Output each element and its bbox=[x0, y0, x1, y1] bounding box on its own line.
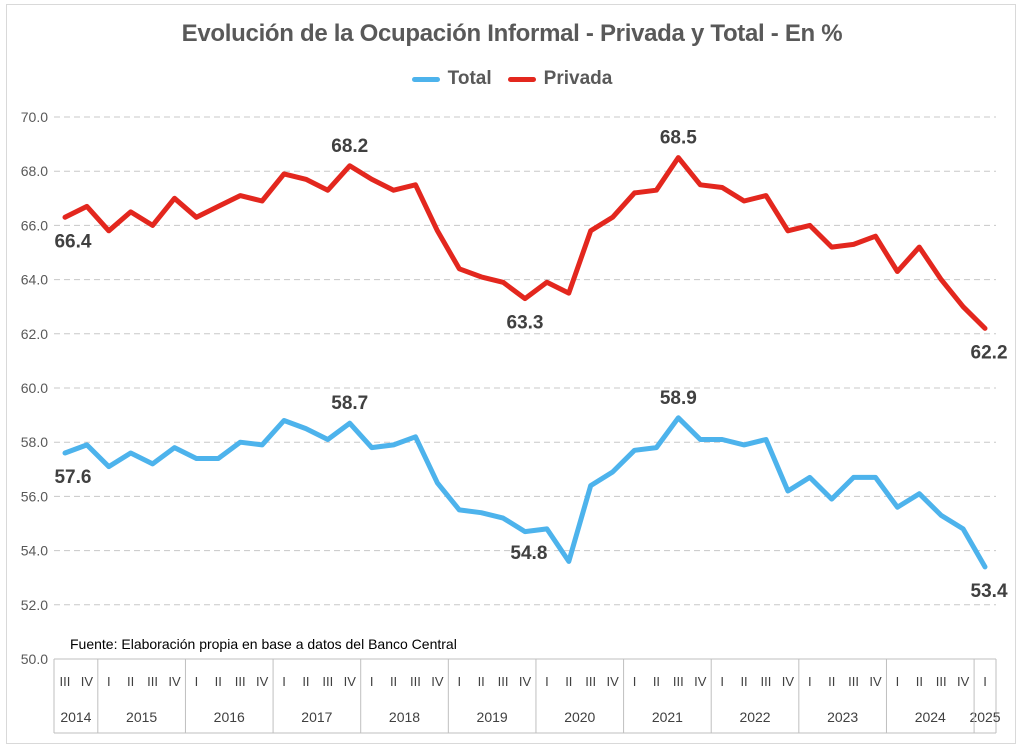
year-label: 2021 bbox=[652, 709, 683, 725]
y-tick-label: 50.0 bbox=[21, 651, 48, 667]
x-tick-label: II bbox=[740, 674, 747, 689]
data-label: 68.2 bbox=[331, 136, 368, 157]
data-label: 58.7 bbox=[331, 393, 368, 414]
legend-item-total: Total bbox=[411, 68, 492, 90]
x-tick-label: IV bbox=[606, 674, 619, 689]
year-label: 2014 bbox=[60, 709, 91, 725]
x-tick-label: III bbox=[936, 674, 947, 689]
x-tick-label: II bbox=[565, 674, 572, 689]
x-tick-label: IV bbox=[519, 674, 532, 689]
x-tick-label: IV bbox=[256, 674, 269, 689]
legend: Total Privada bbox=[0, 68, 1024, 90]
x-tick-label: III bbox=[147, 674, 158, 689]
year-label: 2020 bbox=[564, 709, 595, 725]
year-label: 2025 bbox=[969, 709, 1000, 725]
legend-label-total: Total bbox=[447, 68, 492, 89]
x-tick-label: I bbox=[633, 674, 637, 689]
x-tick-label: I bbox=[808, 674, 812, 689]
x-tick-label: IV bbox=[431, 674, 444, 689]
year-label: 2022 bbox=[739, 709, 770, 725]
y-tick-label: 54.0 bbox=[21, 543, 48, 559]
year-label: 2023 bbox=[827, 709, 858, 725]
year-label: 2016 bbox=[214, 709, 245, 725]
legend-swatch-privada bbox=[507, 76, 536, 82]
x-tick-label: IV bbox=[782, 674, 795, 689]
x-tick-label: III bbox=[498, 674, 509, 689]
legend-item-privada: Privada bbox=[507, 68, 613, 90]
x-tick-label: I bbox=[195, 674, 199, 689]
x-tick-label: II bbox=[390, 674, 397, 689]
y-tick-label: 66.0 bbox=[21, 217, 48, 233]
x-tick-label: I bbox=[983, 674, 987, 689]
data-label: 63.3 bbox=[507, 313, 544, 334]
legend-label-privada: Privada bbox=[543, 68, 613, 89]
x-tick-label: II bbox=[653, 674, 660, 689]
series-line-privada bbox=[62, 155, 988, 331]
x-tick-label: IV bbox=[168, 674, 181, 689]
x-tick-label: II bbox=[127, 674, 134, 689]
data-label: 68.5 bbox=[660, 128, 697, 149]
x-tick-label: III bbox=[235, 674, 246, 689]
x-tick-label: IV bbox=[869, 674, 882, 689]
data-label: 58.9 bbox=[660, 388, 697, 409]
x-tick-label: I bbox=[545, 674, 549, 689]
x-tick-label: III bbox=[673, 674, 684, 689]
x-tick-label: II bbox=[302, 674, 309, 689]
x-tick-label: I bbox=[370, 674, 374, 689]
x-tick-label: II bbox=[916, 674, 923, 689]
chart-title: Evolución de la Ocupación Informal - Pri… bbox=[181, 20, 843, 47]
x-tick-label: IV bbox=[957, 674, 970, 689]
y-tick-label: 70.0 bbox=[21, 109, 48, 125]
data-label: 53.4 bbox=[971, 581, 1008, 602]
x-tick-label: IV bbox=[344, 674, 357, 689]
x-tick-label: II bbox=[828, 674, 835, 689]
x-tick-label: I bbox=[457, 674, 461, 689]
chart-frame bbox=[6, 4, 1016, 744]
year-label: 2018 bbox=[389, 709, 420, 725]
year-label: 2019 bbox=[477, 709, 508, 725]
source-note: Fuente: Elaboración propia en base a dat… bbox=[70, 636, 457, 652]
legend-swatch-total bbox=[411, 76, 440, 82]
x-tick-label: IV bbox=[694, 674, 707, 689]
y-tick-label: 68.0 bbox=[21, 163, 48, 179]
y-tick-label: 56.0 bbox=[21, 488, 48, 504]
y-tick-label: 62.0 bbox=[21, 326, 48, 342]
x-tick-label: III bbox=[322, 674, 333, 689]
data-label: 54.8 bbox=[510, 543, 547, 564]
data-label: 62.2 bbox=[971, 342, 1008, 363]
x-tick-label: IV bbox=[81, 674, 94, 689]
year-label: 2015 bbox=[126, 709, 157, 725]
y-tick-label: 52.0 bbox=[21, 597, 48, 613]
x-tick-label: III bbox=[585, 674, 596, 689]
x-tick-label: I bbox=[282, 674, 286, 689]
year-label: 2017 bbox=[301, 709, 332, 725]
x-tick-label: II bbox=[478, 674, 485, 689]
x-tick-label: I bbox=[720, 674, 724, 689]
data-label: 57.6 bbox=[54, 467, 91, 488]
year-label: 2024 bbox=[915, 709, 946, 725]
data-label: 66.4 bbox=[54, 231, 91, 252]
series-line-total bbox=[62, 415, 988, 570]
y-tick-label: 64.0 bbox=[21, 272, 48, 288]
y-tick-label: 60.0 bbox=[21, 380, 48, 396]
x-tick-label: III bbox=[410, 674, 421, 689]
x-tick-label: III bbox=[60, 674, 71, 689]
y-tick-label: 58.0 bbox=[21, 434, 48, 450]
x-tick-label: I bbox=[896, 674, 900, 689]
x-tick-label: I bbox=[107, 674, 111, 689]
x-tick-label: III bbox=[848, 674, 859, 689]
x-tick-label: III bbox=[761, 674, 772, 689]
x-tick-label: II bbox=[215, 674, 222, 689]
